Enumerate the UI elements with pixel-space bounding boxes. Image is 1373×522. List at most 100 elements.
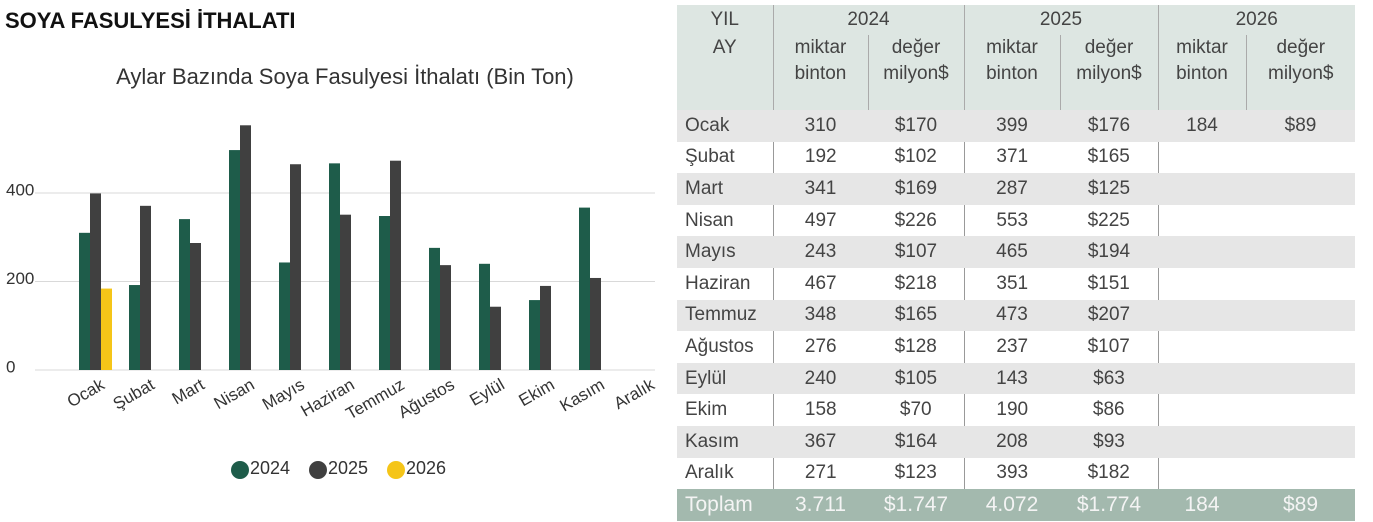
bar <box>290 164 301 370</box>
table-cell <box>1158 425 1246 458</box>
legend-label: 2026 <box>406 458 446 478</box>
x-tick-label: Nisan <box>211 375 258 413</box>
table-cell <box>1158 173 1246 205</box>
table-cell: 553 <box>963 204 1060 237</box>
table-cell: $128 <box>894 335 937 357</box>
table-cell: $1.774 <box>1060 489 1158 521</box>
table-cell: $218 <box>894 272 937 294</box>
table-row: Mayıs 243 $107 465 $194 <box>677 236 1355 268</box>
table-cell <box>1157 267 1246 300</box>
x-tick-label: Mart <box>169 375 208 409</box>
table-cell: 192 <box>772 141 868 174</box>
table-cell: 4.072 <box>964 489 1060 521</box>
table-cell: 2026 <box>1157 5 1355 35</box>
bar <box>329 163 340 370</box>
table-cell: Toplam <box>677 489 773 521</box>
table-cell: $1.747 <box>868 489 964 521</box>
table-cell: değer milyon$ <box>867 35 964 110</box>
table-cell: 2025 <box>963 5 1158 35</box>
table-cell: 367 <box>773 425 868 458</box>
bar <box>390 160 401 370</box>
legend-swatch <box>231 461 249 479</box>
table-cell: Eylül <box>677 362 773 395</box>
table-cell: 351 <box>963 267 1060 300</box>
table-cell <box>1158 236 1246 268</box>
table-cell: miktar binton <box>1157 35 1246 110</box>
data-table: YIL 2024 2025 2026 AY miktar binton değer mily… <box>677 5 1355 521</box>
page-title: SOYA FASULYESİ İTHALATI <box>5 8 296 33</box>
table-cell: $226 <box>894 209 937 231</box>
table-cell <box>1246 362 1355 395</box>
table-cell: 371 <box>963 141 1060 174</box>
table-row: Ağustos 276 $128 237 $107 <box>677 331 1355 363</box>
table-cell: miktar binton <box>963 35 1060 110</box>
table-cell: 399 <box>964 110 1060 142</box>
table-cell: $225 <box>1087 209 1130 231</box>
bar <box>340 214 351 370</box>
y-tick-label: 400 <box>6 180 34 199</box>
table-cell <box>1157 141 1246 174</box>
table-cell <box>1246 142 1355 174</box>
table-cell: $176 <box>1060 110 1158 142</box>
table-cell <box>1246 394 1355 426</box>
chart-title: Aylar Bazında Soya Fasulyesi İthalatı (B… <box>116 64 574 89</box>
table-row: Ekim 158 $70 190 $86 <box>677 394 1355 426</box>
table-cell: 240 <box>773 362 868 395</box>
bar <box>140 205 151 370</box>
table-cell: $89 <box>1246 489 1355 521</box>
table-row: Aralık 271 $123 393 $182 <box>677 457 1355 490</box>
table-cell: 184 <box>1158 110 1246 142</box>
x-tick-label: Eylül <box>466 375 507 410</box>
table-cell <box>1246 236 1355 268</box>
table-cell: $123 <box>894 462 937 484</box>
bar <box>379 216 390 370</box>
bar <box>579 207 590 370</box>
chart: SOYA FASULYESİ İTHALATI Aylar Bazında So… <box>5 8 658 479</box>
y-tick-label: 0 <box>6 357 15 376</box>
table-cell <box>1157 204 1246 237</box>
table-cell: 237 <box>963 331 1060 363</box>
bar <box>429 247 440 370</box>
table-cell <box>1157 331 1246 363</box>
table-cell <box>1157 394 1246 426</box>
legend-swatch <box>387 461 405 479</box>
table-cell: 287 <box>964 173 1060 205</box>
table-cell: Mart <box>677 173 773 205</box>
bar <box>590 277 601 370</box>
table-row: Kasım 367 $164 208 $93 <box>677 425 1355 458</box>
table-cell: $164 <box>868 425 964 458</box>
table-cell: $70 <box>899 399 932 421</box>
bar <box>440 265 451 370</box>
table-cell: 467 <box>772 267 868 300</box>
table-cell: Temmuz <box>677 299 773 332</box>
bar <box>279 262 290 370</box>
table-cell: $107 <box>868 236 964 268</box>
x-tick-label: Şubat <box>110 375 158 414</box>
table-cell: $89 <box>1246 110 1355 142</box>
table-cell: 243 <box>773 236 868 268</box>
table-row: Haziran 467 $218 351 $151 <box>677 267 1355 300</box>
table-cell: YIL <box>677 5 773 35</box>
table-cell: değer milyon$ <box>1059 35 1158 110</box>
table-cell: Ekim <box>685 399 728 421</box>
table-cell <box>1246 425 1355 458</box>
table-row: Temmuz 348 $165 473 $207 <box>677 299 1355 332</box>
table-cell: Kasım <box>677 425 773 458</box>
legend-label: 2025 <box>328 458 368 478</box>
table-cell: $207 <box>1060 299 1158 332</box>
legend-label: 2024 <box>250 458 290 478</box>
table-cell: değer milyon$ <box>1245 35 1355 110</box>
table-cell: Aralık <box>685 462 734 484</box>
table-cell <box>1246 205 1355 237</box>
bar <box>79 232 90 370</box>
x-tick-label: Ağustos <box>395 375 458 422</box>
table-cell: 2024 <box>772 5 964 35</box>
table-row: YIL 2024 2025 2026 <box>677 5 1355 35</box>
table-cell: $169 <box>868 173 964 205</box>
bar <box>101 288 112 370</box>
table-cell <box>1158 299 1246 332</box>
table-cell: $165 <box>868 299 964 332</box>
table-cell: AY <box>677 35 773 110</box>
table-cell: $165 <box>1087 146 1130 168</box>
table-cell: Ağustos <box>685 335 754 357</box>
